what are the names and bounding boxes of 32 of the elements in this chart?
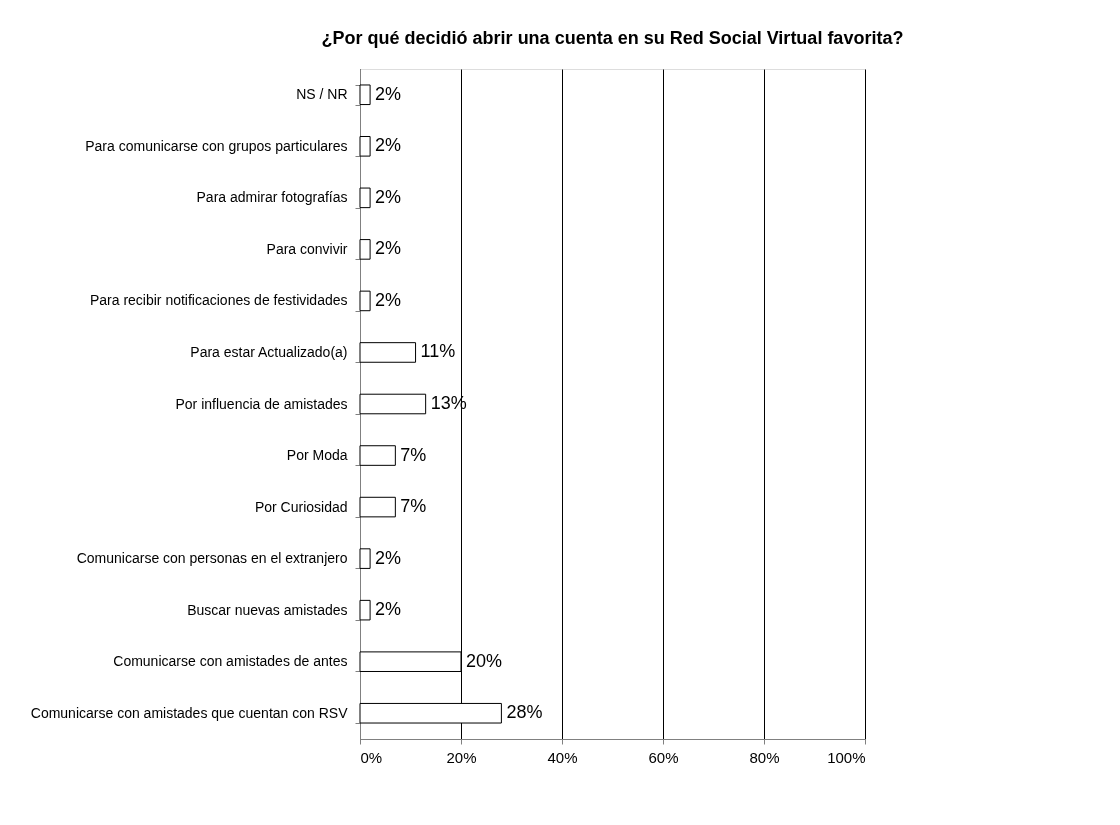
y-tick-label: Para comunicarse con grupos particulares [85, 137, 348, 154]
y-tick-label: Por influencia de amistades [175, 395, 348, 412]
y-tick-label: Para convivir [266, 240, 348, 257]
x-tick-label: 80% [749, 748, 780, 766]
x-tick-label: 100% [827, 748, 866, 766]
x-tick-label: 20% [446, 748, 477, 766]
y-tick-label: Para recibir notificaciones de festividades [89, 292, 348, 309]
x-tick-label: 60% [648, 748, 679, 766]
x-tick-label: 0% [360, 748, 383, 766]
x-tick-label: 40% [547, 748, 578, 766]
y-tick-label: Para admirar fotografías [196, 189, 348, 206]
data-label: 2% [375, 83, 402, 104]
data-label: 7% [400, 444, 427, 465]
data-label: 11% [420, 341, 456, 362]
chart-title: ¿Por qué decidió abrir una cuenta en su Red Social Virtual favorita? [321, 28, 904, 48]
y-tick-label: Buscar nuevas amistades [187, 601, 348, 618]
data-label: 2% [375, 547, 402, 568]
y-tick-label: Comunicarse con amistades que cuentan con RSV [30, 704, 349, 721]
data-label: 20% [466, 650, 503, 671]
data-label: 2% [375, 599, 402, 620]
y-tick-label: NS / NR [296, 86, 348, 103]
y-tick-label: Por Moda [286, 447, 348, 464]
data-label: 7% [400, 496, 427, 517]
data-label: 2% [375, 289, 402, 310]
data-label: 2% [375, 238, 402, 259]
y-tick-label: Por Curiosidad [254, 498, 348, 515]
data-label: 2% [375, 135, 402, 156]
y-tick-label: Para estar Actualizado(a) [190, 343, 348, 360]
y-tick-label: Comunicarse con amistades de antes [113, 653, 348, 670]
data-label: 28% [506, 702, 543, 723]
y-tick-label: Comunicarse con personas en el extranjero [76, 550, 348, 567]
data-label: 2% [375, 186, 402, 207]
